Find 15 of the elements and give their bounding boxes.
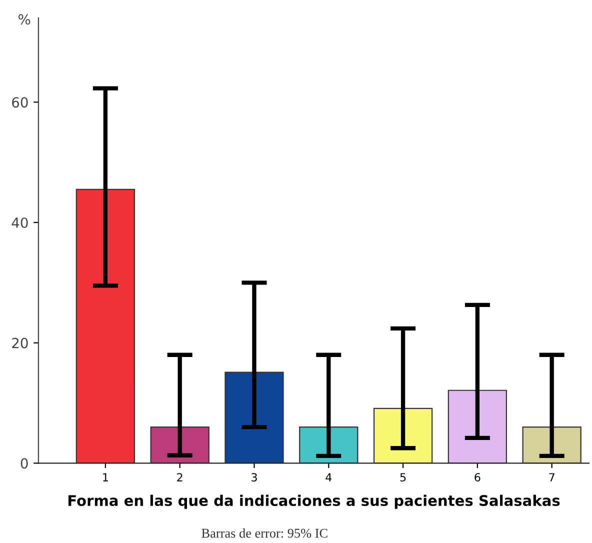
y-axis-title: % bbox=[18, 14, 30, 25]
x-tick-label: 4 bbox=[326, 473, 332, 482]
x-tick-label: 7 bbox=[549, 473, 554, 482]
x-tick-label: 6 bbox=[474, 473, 480, 482]
x-tick-label: 3 bbox=[252, 473, 257, 482]
text: Barras de error: 95% IC bbox=[202, 528, 328, 538]
x-tick-label: 1 bbox=[103, 473, 108, 482]
y-tick-label: 40 bbox=[12, 217, 28, 228]
y-tick-label: 60 bbox=[12, 97, 28, 108]
x-tick-label: 2 bbox=[177, 473, 182, 482]
y-tick-label: 20 bbox=[12, 338, 28, 348]
x-axis-title: Forma en las que da indicaciones a sus pacientes Salasakas bbox=[68, 494, 560, 509]
bar bbox=[76, 188, 136, 464]
x-tick-label: 5 bbox=[400, 473, 406, 482]
y-tick-label: 0 bbox=[20, 458, 28, 469]
